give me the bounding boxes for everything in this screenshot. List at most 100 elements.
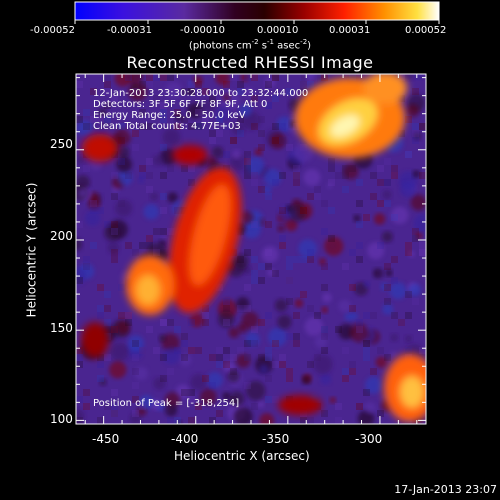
noise-pixel xyxy=(83,263,90,270)
noise-pixel xyxy=(153,74,160,81)
noise-pixel xyxy=(153,95,160,102)
noise-pixel xyxy=(237,256,244,263)
noise-blob xyxy=(175,384,191,399)
noise-pixel xyxy=(153,249,160,256)
noise-pixel xyxy=(356,326,363,333)
units-text: (photons cm xyxy=(188,40,252,52)
x-tick-label: -400 xyxy=(171,432,199,446)
noise-pixel xyxy=(139,165,146,172)
colorbar-units: (photons cm-2 s-1 asec-2) xyxy=(0,38,500,51)
noise-pixel xyxy=(111,410,118,417)
noise-pixel xyxy=(279,137,286,144)
noise-pixel xyxy=(118,312,125,319)
noise-blob xyxy=(239,104,252,117)
source-left-bottom xyxy=(81,322,109,358)
noise-blob xyxy=(301,375,311,385)
noise-blob xyxy=(408,283,422,297)
noise-pixel xyxy=(195,109,202,116)
noise-pixel xyxy=(111,172,118,179)
noise-blob xyxy=(152,154,164,166)
noise-blob xyxy=(298,239,318,258)
noise-pixel xyxy=(244,88,251,95)
noise-blob xyxy=(76,156,85,164)
noise-pixel xyxy=(251,123,258,130)
noise-blob xyxy=(117,146,130,159)
noise-pixel xyxy=(174,109,181,116)
noise-pixel xyxy=(328,165,335,172)
noise-pixel xyxy=(97,284,104,291)
noise-pixel xyxy=(272,74,279,81)
noise-pixel xyxy=(188,123,195,130)
noise-pixel xyxy=(251,326,258,333)
noise-pixel xyxy=(230,137,237,144)
noise-blob xyxy=(100,120,109,129)
noise-pixel xyxy=(293,333,300,340)
colorbar-tick-label: 0.00031 xyxy=(329,25,371,36)
noise-pixel xyxy=(251,172,258,179)
noise-blob xyxy=(364,376,383,394)
noise-pixel xyxy=(307,417,314,424)
units-text: ) xyxy=(307,40,312,52)
noise-pixel xyxy=(139,109,146,116)
footer-timestamp: 17-Jan-2013 23:07 xyxy=(394,483,497,496)
noise-pixel xyxy=(167,319,174,326)
noise-pixel xyxy=(356,242,363,249)
noise-pixel xyxy=(286,277,293,284)
noise-pixel xyxy=(328,179,335,186)
noise-blob xyxy=(263,185,272,194)
noise-pixel xyxy=(188,389,195,396)
noise-pixel xyxy=(342,172,349,179)
noise-pixel xyxy=(279,242,286,249)
x-tick-label: -450 xyxy=(92,432,120,446)
noise-blob xyxy=(403,74,414,80)
noise-blob xyxy=(385,269,393,277)
noise-pixel xyxy=(251,179,258,186)
noise-pixel xyxy=(335,403,342,410)
noise-pixel xyxy=(83,165,90,172)
noise-blob xyxy=(338,323,355,340)
y-tick-label: 100 xyxy=(50,412,73,426)
noise-pixel xyxy=(216,130,223,137)
noise-pixel xyxy=(258,319,265,326)
source-left-top xyxy=(82,134,118,162)
noise-blob xyxy=(288,203,307,222)
noise-pixel xyxy=(181,333,188,340)
units-text: s xyxy=(258,40,268,52)
noise-pixel xyxy=(251,270,258,277)
noise-pixel xyxy=(300,417,307,424)
noise-pixel xyxy=(209,354,216,361)
noise-pixel xyxy=(307,81,314,88)
noise-pixel xyxy=(223,319,230,326)
noise-pixel xyxy=(216,151,223,158)
noise-pixel xyxy=(111,326,118,333)
noise-blob xyxy=(375,356,388,368)
noise-blob xyxy=(329,396,337,404)
noise-blob xyxy=(189,313,204,328)
noise-pixel xyxy=(104,116,111,123)
noise-pixel xyxy=(356,221,363,228)
noise-pixel xyxy=(188,88,195,95)
noise-pixel xyxy=(377,200,384,207)
noise-pixel xyxy=(307,249,314,256)
noise-pixel xyxy=(118,200,125,207)
noise-pixel xyxy=(265,221,272,228)
noise-blob xyxy=(114,74,132,87)
noise-pixel xyxy=(293,312,300,319)
noise-blob xyxy=(266,268,275,277)
noise-pixel xyxy=(90,116,97,123)
noise-pixel xyxy=(384,354,391,361)
noise-blob xyxy=(143,203,160,220)
noise-blob xyxy=(76,267,87,285)
noise-pixel xyxy=(258,354,265,361)
noise-blob xyxy=(389,282,407,300)
noise-blob xyxy=(98,108,107,117)
noise-pixel xyxy=(272,361,279,368)
noise-pixel xyxy=(160,172,167,179)
noise-pixel xyxy=(272,396,279,403)
noise-blob xyxy=(165,81,183,99)
noise-pixel xyxy=(125,172,132,179)
noise-pixel xyxy=(349,305,356,312)
noise-pixel xyxy=(370,172,377,179)
noise-pixel xyxy=(384,284,391,291)
